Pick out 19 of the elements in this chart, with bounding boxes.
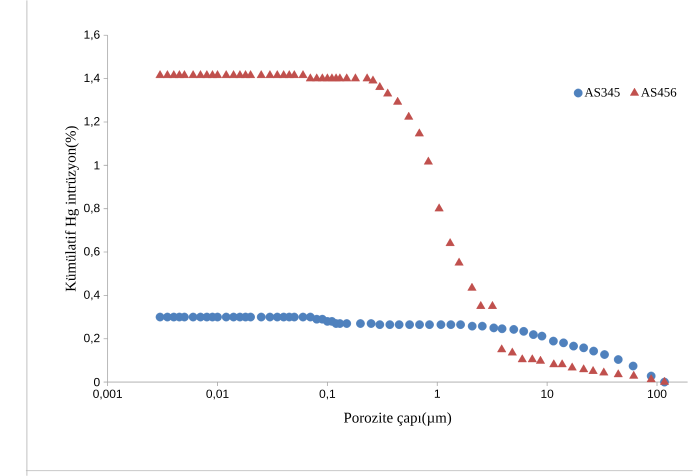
x-tick-label: 0,1 (320, 390, 336, 400)
x-tick-label: 100 (648, 390, 666, 398)
legend-label: AS345 (584, 88, 620, 97)
x-axis-title: Porozite çapı(µm) (344, 412, 452, 426)
y-tick-label: 1,2 (84, 116, 100, 127)
x-tick-label: 0,001 (93, 390, 122, 400)
y-tick-label: 0,6 (84, 247, 100, 257)
y-axis-title: Kümülatif Hg intrüzyon(%) (65, 126, 79, 292)
y-tick-label: 1 (94, 161, 100, 170)
x-tick-label: 0,01 (206, 390, 229, 400)
y-tick-label: 0,4 (84, 290, 100, 300)
legend-label: AS456 (640, 88, 676, 97)
y-tick-label: 0,2 (84, 334, 100, 344)
y-tick-label: 1,4 (84, 74, 100, 84)
y-tick-label: 0 (94, 378, 100, 386)
x-tick-label: 1 (434, 390, 440, 398)
y-tick-label: 0,8 (84, 204, 100, 214)
x-tick-label: 10 (541, 390, 554, 398)
y-tick-label: 1,6 (84, 30, 100, 40)
